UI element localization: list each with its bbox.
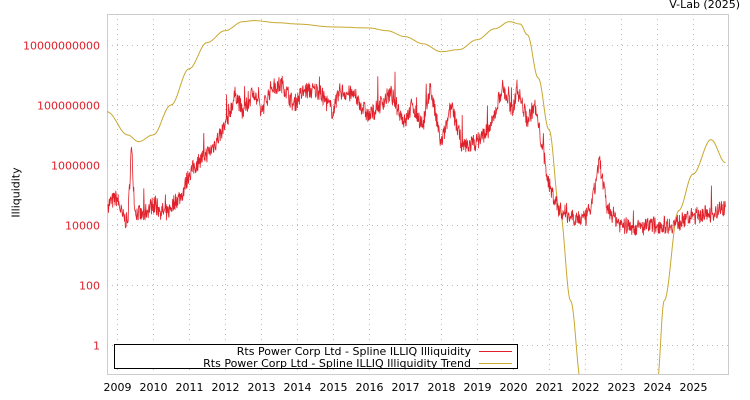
- x-tick-label: 2020: [500, 381, 528, 394]
- x-tick-label: 2010: [140, 381, 168, 394]
- x-tick-label: 2011: [176, 381, 204, 394]
- x-tick-label: 2015: [320, 381, 348, 394]
- illiquidity-line: [107, 71, 726, 236]
- y-tick-label: 100000000: [37, 100, 100, 113]
- y-tick-label: 1000000: [51, 160, 100, 173]
- legend-label-illiquidity: Rts Power Corp Ltd - Spline ILLIQ Illiqu…: [237, 345, 472, 358]
- x-tick-label: 2024: [644, 381, 672, 394]
- x-tick-label: 2021: [536, 381, 564, 394]
- y-tick-label: 10000000000: [23, 40, 100, 53]
- x-tick-label: 2022: [572, 381, 600, 394]
- x-tick-label: 2017: [392, 381, 420, 394]
- y-tick-label: 1: [93, 340, 100, 353]
- credit-label: V-Lab (2025): [669, 0, 740, 11]
- y-tick-label: 10000: [65, 220, 100, 233]
- plot-area: [107, 14, 729, 375]
- x-tick-label: 2013: [248, 381, 276, 394]
- x-tick-label: 2025: [680, 381, 708, 394]
- y-tick-label: 100: [79, 280, 100, 293]
- x-tick-label: 2016: [356, 381, 384, 394]
- legend-box: [114, 344, 518, 369]
- x-tick-label: 2009: [104, 381, 132, 394]
- x-tick-label: 2018: [428, 381, 456, 394]
- trend-line: [107, 20, 726, 374]
- x-tick-label: 2014: [284, 381, 312, 394]
- legend: Rts Power Corp Ltd - Spline ILLIQ Illiqu…: [114, 344, 518, 370]
- legend-label-trend: Rts Power Corp Ltd - Spline ILLIQ Illiqu…: [203, 357, 471, 370]
- series-lines: [107, 20, 726, 374]
- y-ticks: 1 100 10000 1000000 100000000 10000000000: [23, 40, 100, 353]
- x-tick-label: 2019: [464, 381, 492, 394]
- x-ticks: 2009 2010 2011 2012 2013 2014 2015 2016 2017 2018…: [104, 381, 708, 394]
- grid: [107, 14, 728, 374]
- x-tick-label: 2012: [212, 381, 240, 394]
- x-tick-label: 2023: [608, 381, 636, 394]
